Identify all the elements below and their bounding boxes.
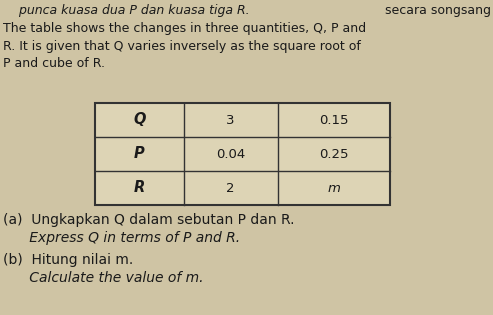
Text: The table shows the changes in three quantities, Q, P and: The table shows the changes in three qua… xyxy=(3,22,366,35)
Text: Express Q in terms of P and R.: Express Q in terms of P and R. xyxy=(3,231,240,245)
Bar xyxy=(95,103,390,205)
Text: 2: 2 xyxy=(226,181,235,194)
Text: R: R xyxy=(134,180,145,196)
Text: punca kuasa dua P dan kuasa tiga R.: punca kuasa dua P dan kuasa tiga R. xyxy=(3,4,249,17)
Text: 0.15: 0.15 xyxy=(319,113,349,127)
Text: (a)  Ungkapkan Q dalam sebutan P dan R.: (a) Ungkapkan Q dalam sebutan P dan R. xyxy=(3,213,294,227)
Text: 0.04: 0.04 xyxy=(216,147,246,161)
Text: P: P xyxy=(134,146,144,162)
Text: Calculate the value of m.: Calculate the value of m. xyxy=(3,271,204,285)
Text: m: m xyxy=(327,181,340,194)
Text: 3: 3 xyxy=(226,113,235,127)
Text: (b)  Hitung nilai m.: (b) Hitung nilai m. xyxy=(3,253,133,267)
Bar xyxy=(95,103,390,205)
Text: 0.25: 0.25 xyxy=(319,147,349,161)
Text: R. It is given that Q varies inversely as the square root of: R. It is given that Q varies inversely a… xyxy=(3,40,361,53)
Text: Q: Q xyxy=(133,112,145,128)
Text: secara songsang: secara songsang xyxy=(385,4,491,17)
Text: P and cube of R.: P and cube of R. xyxy=(3,57,105,70)
